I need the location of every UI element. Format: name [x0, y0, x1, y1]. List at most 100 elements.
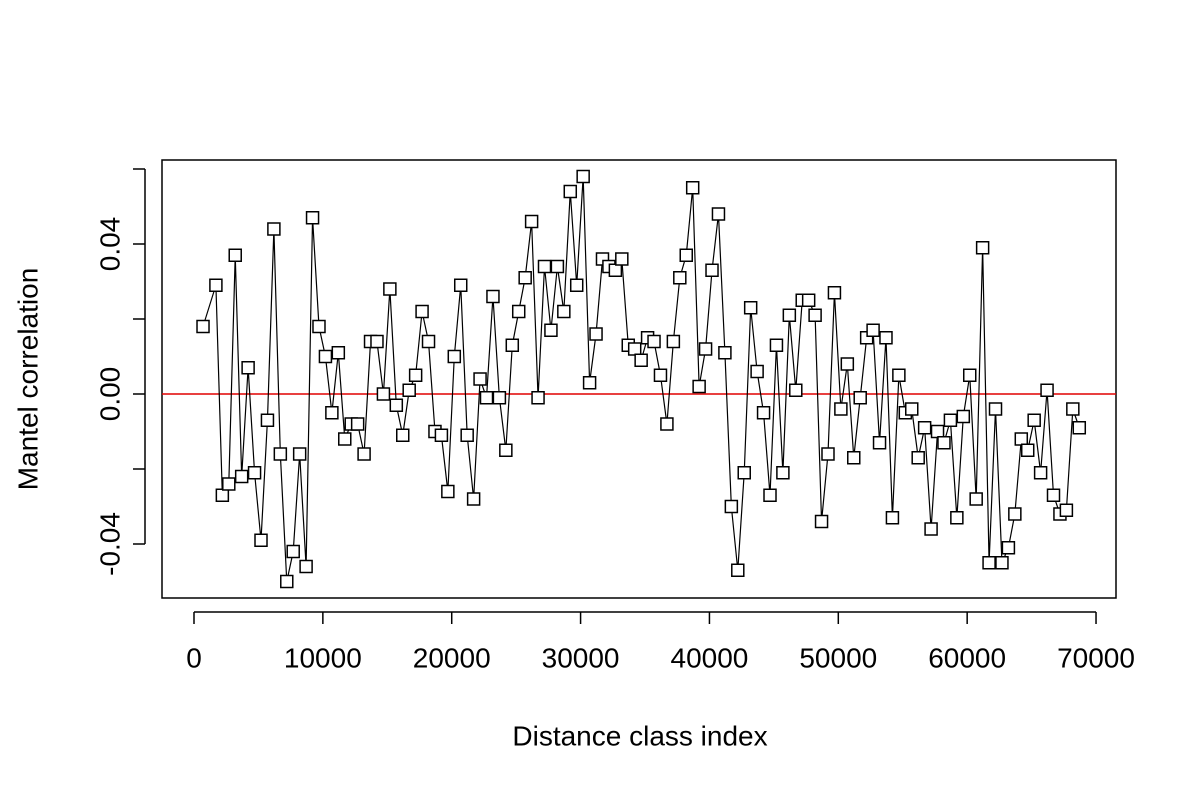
point-marker [479, 391, 494, 405]
point-marker [814, 514, 829, 529]
point-marker [505, 338, 520, 352]
point-marker [447, 349, 462, 364]
point-marker [486, 289, 500, 304]
point-marker [396, 428, 410, 442]
y-tick-label: 0.00 [94, 367, 125, 422]
point-marker [222, 477, 236, 491]
point-marker [434, 428, 449, 442]
point-marker [821, 447, 835, 461]
point-marker [421, 334, 436, 349]
point-marker [969, 492, 983, 506]
point-marker [460, 428, 474, 442]
point-marker [789, 383, 803, 397]
x-axis-title: Distance class index [512, 720, 767, 751]
point-marker [544, 323, 558, 337]
point-marker [937, 436, 951, 450]
point-marker [653, 368, 668, 382]
point-marker [415, 304, 429, 319]
point-marker [1066, 402, 1080, 416]
x-tick-label: 20000 [413, 642, 491, 673]
point-marker [550, 259, 565, 274]
point-marker [711, 207, 726, 221]
point-marker [853, 391, 867, 405]
point-marker [731, 563, 745, 577]
y-tick-label: -0.04 [94, 512, 125, 576]
point-marker [357, 447, 371, 461]
point-marker [627, 342, 642, 356]
point-marker [885, 511, 900, 525]
point-marker [962, 368, 977, 382]
point-marker [769, 338, 784, 352]
point-marker [763, 488, 777, 502]
point-marker [615, 252, 629, 266]
point-marker [737, 466, 751, 480]
plot-box [161, 159, 1117, 599]
point-marker [924, 522, 938, 536]
point-marker [698, 342, 713, 356]
point-marker [724, 499, 739, 514]
point-marker [576, 169, 590, 184]
series-line [202, 176, 1080, 582]
point-marker [402, 383, 416, 397]
point-marker [988, 402, 1003, 416]
point-marker [834, 402, 848, 416]
point-marker [280, 574, 294, 589]
x-tick-label: 40000 [671, 642, 749, 673]
point-marker [1040, 383, 1054, 397]
point-marker [982, 556, 996, 570]
point-marker [376, 387, 391, 401]
point-marker [299, 559, 313, 574]
point-marker [1046, 488, 1061, 502]
point-marker [866, 323, 880, 337]
point-marker [950, 511, 964, 525]
point-marker [408, 368, 423, 382]
point-marker [1027, 413, 1041, 427]
point-marker [499, 443, 513, 457]
point-marker [975, 241, 990, 255]
x-tick-label: 10000 [284, 642, 362, 673]
point-marker [666, 334, 681, 349]
point-marker [673, 271, 687, 285]
point-marker [995, 556, 1009, 570]
y-tick-label: 0.04 [94, 217, 125, 272]
point-marker [801, 293, 816, 307]
point-marker [234, 469, 249, 484]
point-marker [1059, 503, 1074, 517]
point-marker [383, 282, 397, 296]
point-marker [557, 304, 571, 319]
point-marker [563, 184, 578, 199]
point-marker [273, 447, 288, 461]
point-marker [1001, 541, 1016, 555]
point-marker [569, 278, 584, 292]
point-marker [370, 334, 384, 349]
point-marker [872, 436, 887, 450]
point-marker [1008, 507, 1022, 521]
point-marker [930, 424, 945, 439]
x-tick-label: 60000 [928, 642, 1006, 673]
point-marker [647, 334, 661, 349]
point-marker [840, 357, 855, 371]
point-marker [254, 533, 268, 547]
point-marker [389, 398, 404, 412]
point-marker [692, 379, 706, 394]
point-marker [956, 409, 971, 424]
point-marker [350, 417, 365, 431]
point-marker [524, 214, 539, 229]
point-marker [441, 484, 455, 499]
point-marker [582, 376, 597, 390]
point-marker [743, 301, 758, 315]
point-marker [518, 271, 532, 285]
point-marker [679, 248, 693, 262]
point-marker [879, 331, 893, 345]
point-marker [338, 432, 352, 446]
point-marker [331, 346, 346, 360]
point-marker [1033, 466, 1048, 480]
point-marker [1072, 421, 1087, 435]
point-marker [917, 421, 932, 435]
point-marker [660, 417, 674, 431]
point-marker [776, 466, 790, 480]
point-marker [827, 286, 842, 300]
y-axis-title: Mantel correlation [12, 268, 43, 491]
